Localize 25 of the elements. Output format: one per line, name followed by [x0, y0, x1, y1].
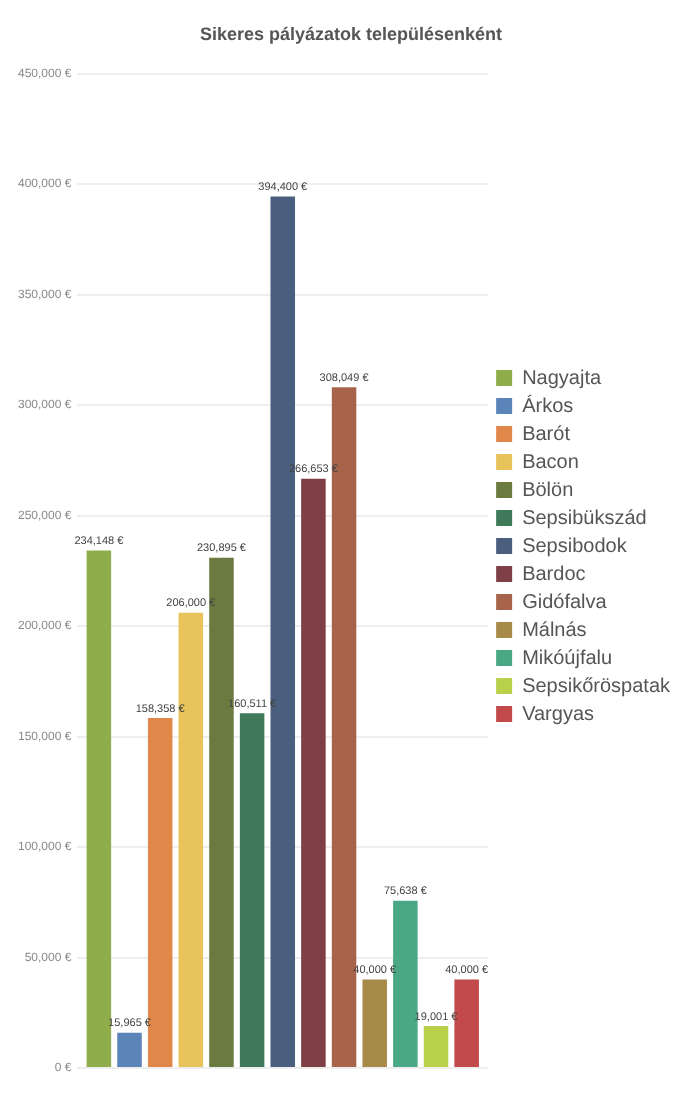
bar — [362, 979, 387, 1067]
bar — [423, 1026, 449, 1067]
bar — [454, 979, 479, 1067]
legend-label: Bardoc — [522, 563, 586, 586]
legend-label: Barót — [522, 423, 571, 446]
legend-label: Málnás — [522, 619, 587, 642]
bar — [331, 387, 357, 1067]
legend-label: Vargyas — [522, 703, 595, 726]
bar — [301, 478, 326, 1067]
legend-label: Sepsibodok — [522, 535, 629, 558]
legend-label: Árkos — [522, 393, 574, 418]
chart-title: Sikeres pályázatok településenként — [199, 23, 503, 44]
bar — [117, 1032, 142, 1067]
legend-label: Nagyajta — [522, 367, 602, 390]
legend-label: Bölön — [522, 479, 574, 502]
legend-label: Mikóújfalu — [522, 647, 613, 670]
bar — [178, 612, 204, 1067]
legend-label: Gidófalva — [522, 591, 608, 614]
bar — [147, 718, 173, 1067]
bar — [239, 713, 265, 1067]
legend-label: Bacon — [522, 451, 579, 474]
bar — [86, 550, 112, 1067]
legend-label: Sepsibükszád — [522, 507, 647, 530]
legend-label: Sepsikőröspatak — [522, 675, 672, 698]
bar — [393, 900, 418, 1067]
